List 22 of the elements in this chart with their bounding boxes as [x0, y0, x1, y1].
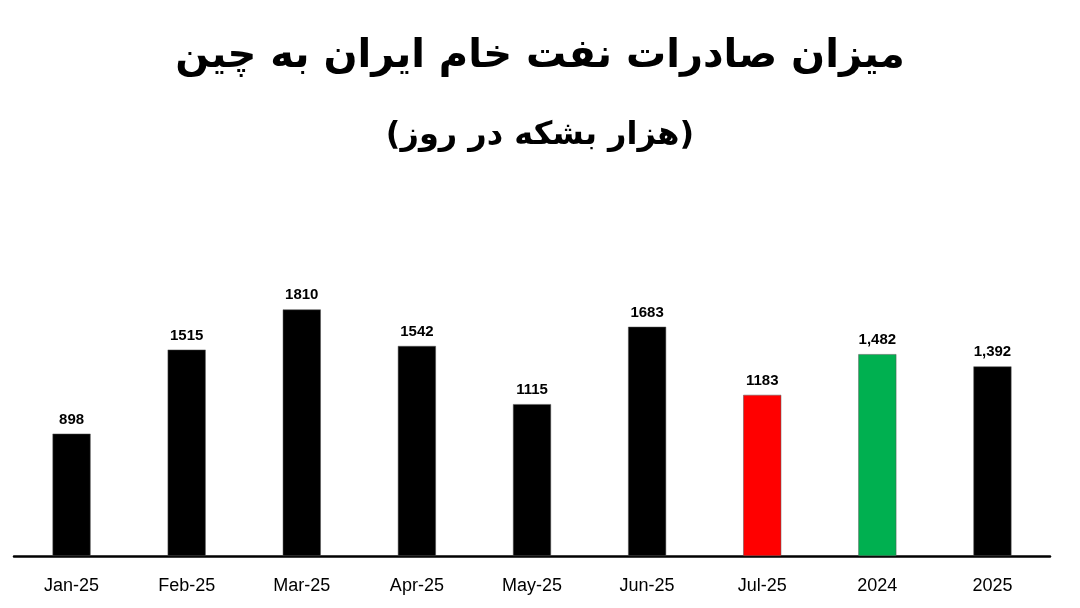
data-label: 898 — [59, 409, 85, 427]
data-label: 1542 — [400, 321, 434, 339]
x-tick-label: 2025 — [972, 575, 1013, 595]
bar — [743, 394, 782, 556]
data-label: 1515 — [169, 325, 204, 343]
x-tick-label: Apr-25 — [389, 575, 444, 595]
x-tick-label: Jul-25 — [737, 575, 787, 595]
data-label: 1,392 — [973, 342, 1012, 360]
bar — [858, 354, 897, 556]
x-tick-label: Jan-25 — [44, 575, 100, 595]
data-label: 1115 — [516, 380, 548, 398]
x-tick-label: Feb-25 — [158, 575, 216, 595]
x-tick-label: 2024 — [857, 575, 898, 595]
x-tick-label: Mar-25 — [273, 575, 331, 595]
chart-title: میزان صادرات نفت خام ایران به چین — [175, 30, 905, 77]
data-label: 1,482 — [858, 330, 897, 348]
data-label: 1810 — [285, 285, 319, 303]
x-tick-label: Jun-25 — [619, 575, 675, 595]
data-label: 1683 — [630, 302, 664, 320]
chart-subtitle: (هزار بشکه در روز) — [385, 114, 695, 152]
x-tick-label: May-25 — [501, 575, 563, 595]
data-label: 1183 — [745, 370, 779, 388]
